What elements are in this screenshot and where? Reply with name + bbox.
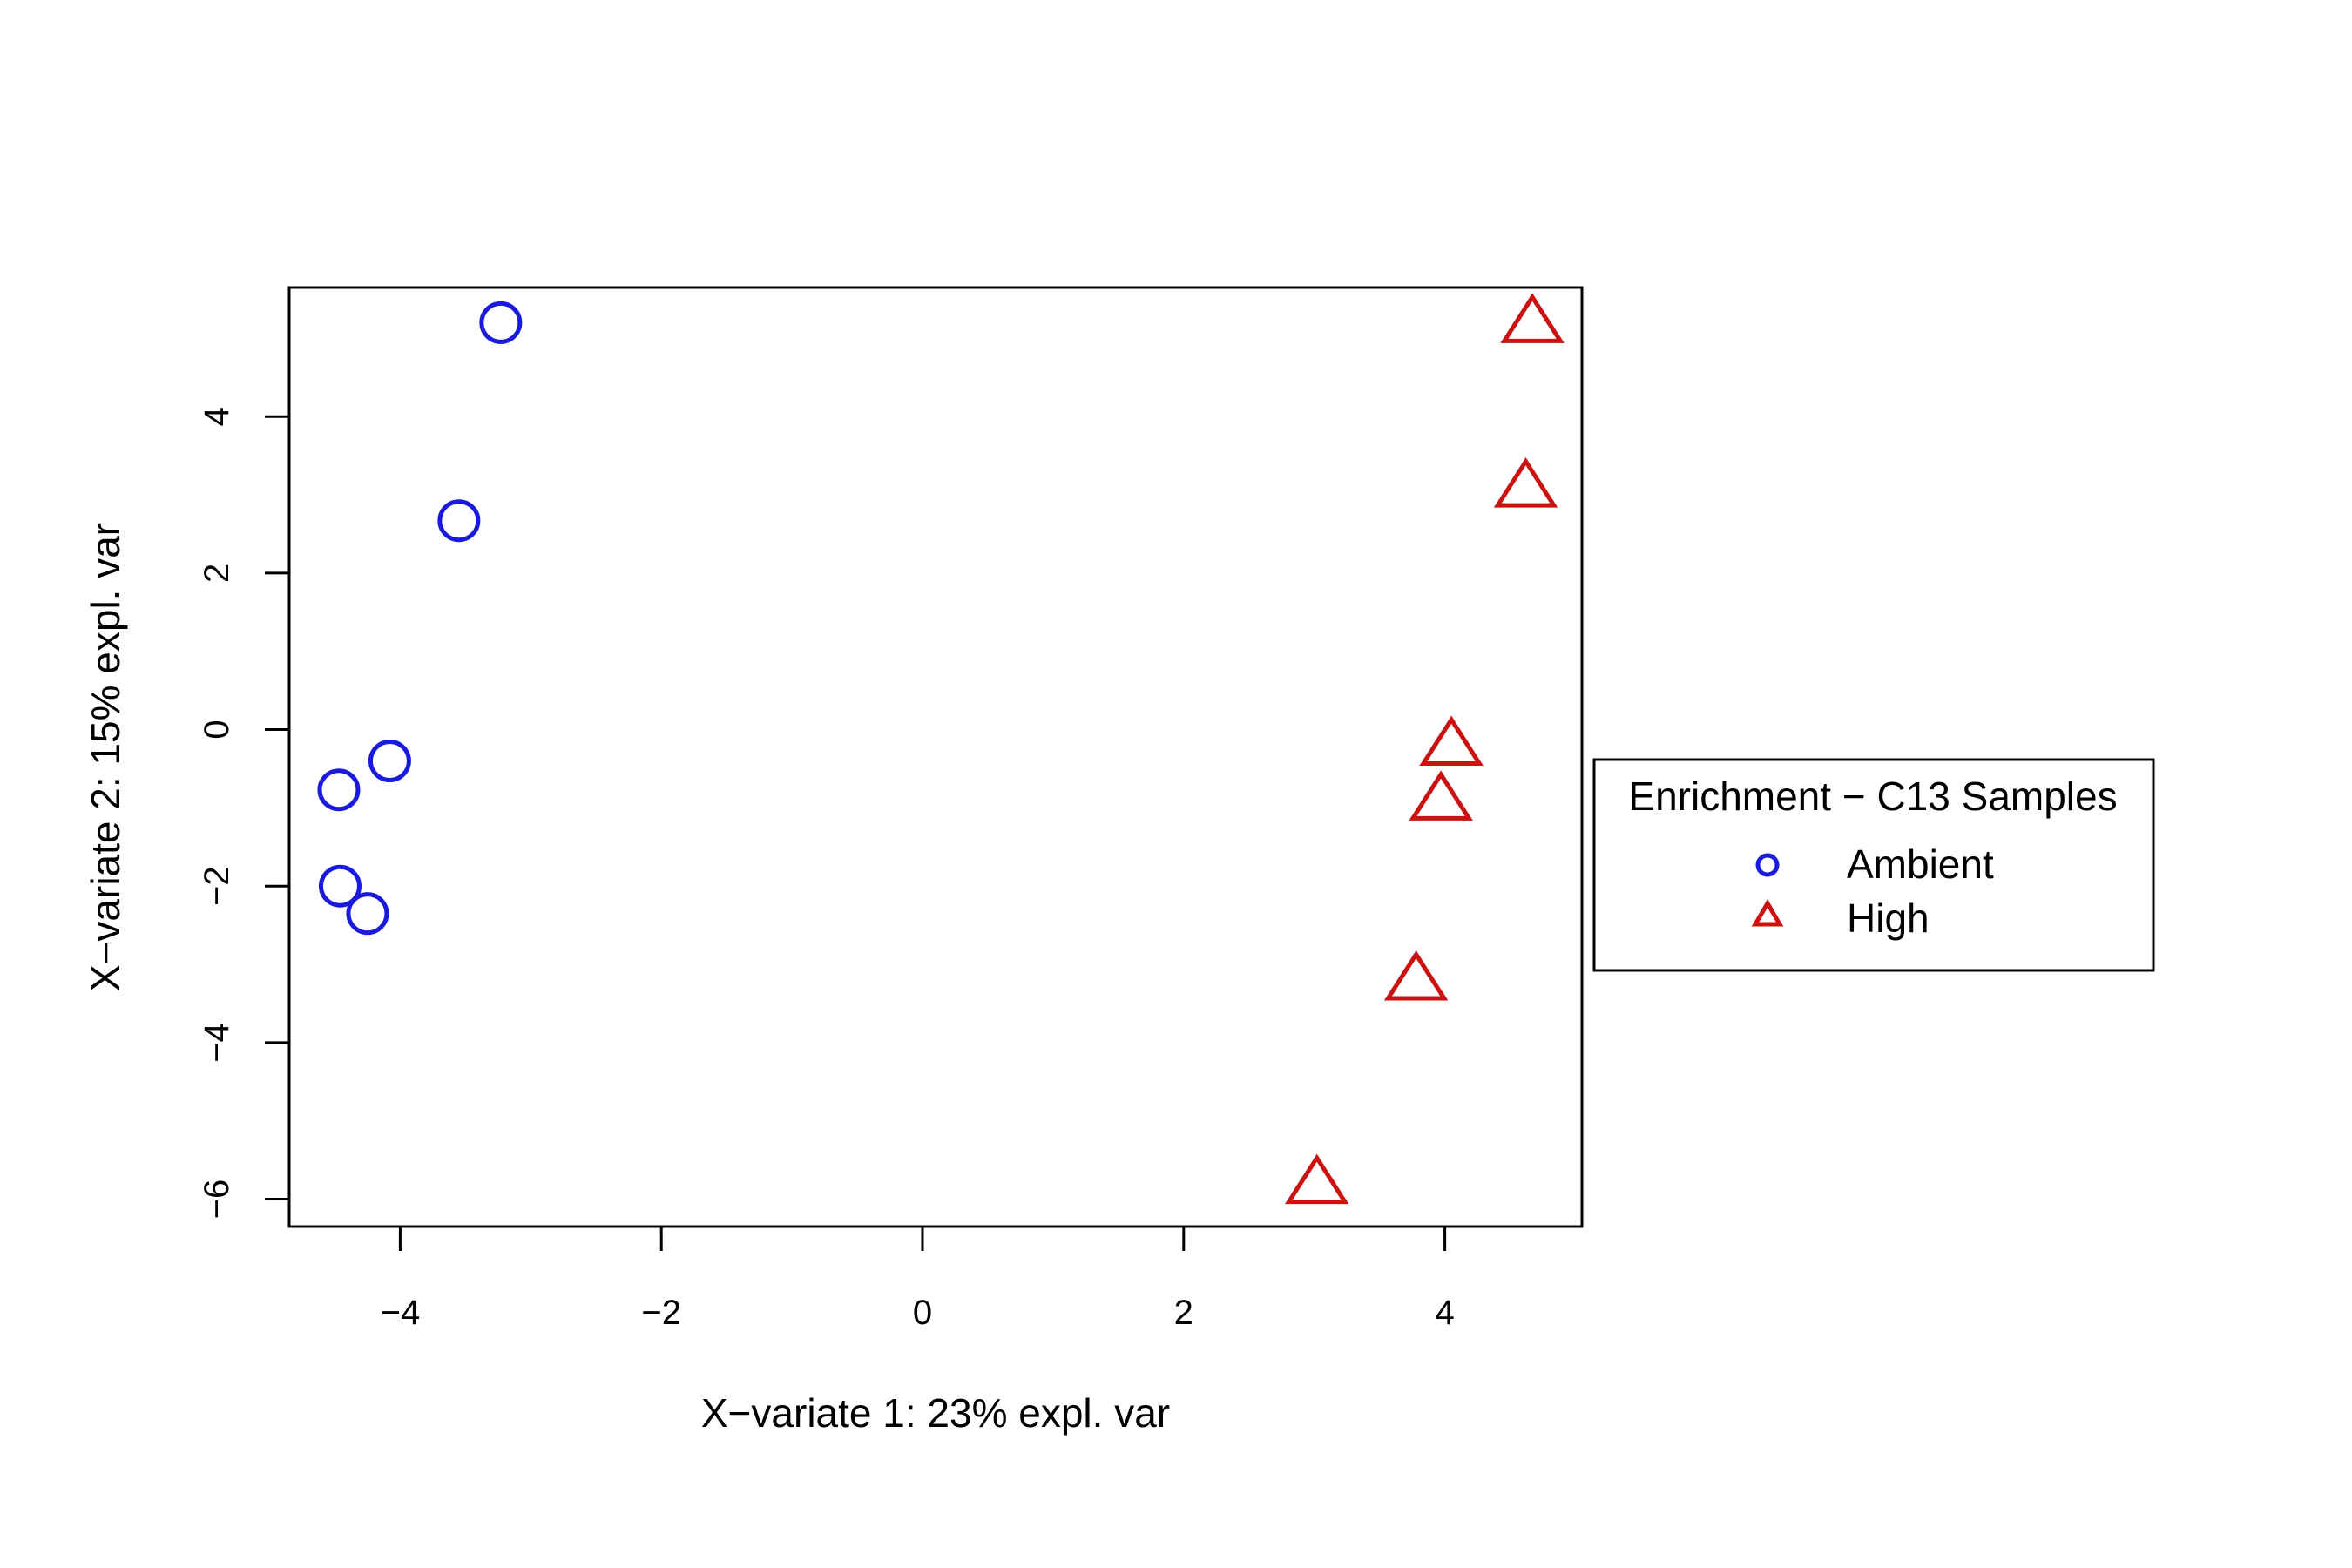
- y-tick-label: 2: [198, 564, 236, 583]
- x-axis: −4 −2 0 2 4: [381, 1225, 1455, 1332]
- x-axis-label: X−variate 1: 23% expl. var: [701, 1390, 1170, 1436]
- y-tick-label: −6: [198, 1179, 236, 1220]
- data-points: [317, 293, 1565, 1205]
- y-tick-label: 0: [198, 720, 236, 739]
- legend-triangle-icon: [1751, 899, 1784, 927]
- point-ambient: [346, 892, 389, 936]
- point-high: [1493, 457, 1558, 508]
- point-ambient: [318, 864, 362, 908]
- x-tick-label: −2: [641, 1294, 681, 1332]
- plot-frame: [287, 286, 1584, 1228]
- point-ambient: [368, 739, 411, 782]
- legend-title: Enrichment − C13 Samples: [1628, 774, 2117, 819]
- x-tick-label: 4: [1435, 1294, 1454, 1332]
- legend-circle-icon: [1755, 853, 1780, 877]
- x-tick-label: 0: [913, 1294, 932, 1332]
- point-high: [1419, 715, 1484, 767]
- legend-box: [1592, 758, 2155, 972]
- point-ambient: [479, 301, 523, 344]
- point-ambient: [317, 768, 361, 812]
- legend-label-high: High: [1847, 896, 1930, 941]
- y-tick-label: −4: [198, 1023, 236, 1063]
- point-high: [1500, 293, 1565, 343]
- x-tick-label: −4: [381, 1294, 421, 1332]
- legend-label-ambient: Ambient: [1847, 841, 1994, 887]
- y-axis-label: X−variate 2: 15% expl. var: [83, 523, 128, 991]
- legend: Enrichment − C13 Samples Ambient High: [1592, 758, 2155, 972]
- point-high: [1409, 770, 1473, 821]
- point-high: [1284, 1153, 1349, 1205]
- point-ambient: [437, 499, 481, 543]
- point-high: [1383, 950, 1449, 1001]
- x-tick-label: 2: [1174, 1294, 1193, 1332]
- y-tick-label: −2: [198, 866, 236, 906]
- y-tick-label: 4: [198, 407, 236, 426]
- y-axis: −6 −4 −2 0 2 4: [198, 407, 291, 1220]
